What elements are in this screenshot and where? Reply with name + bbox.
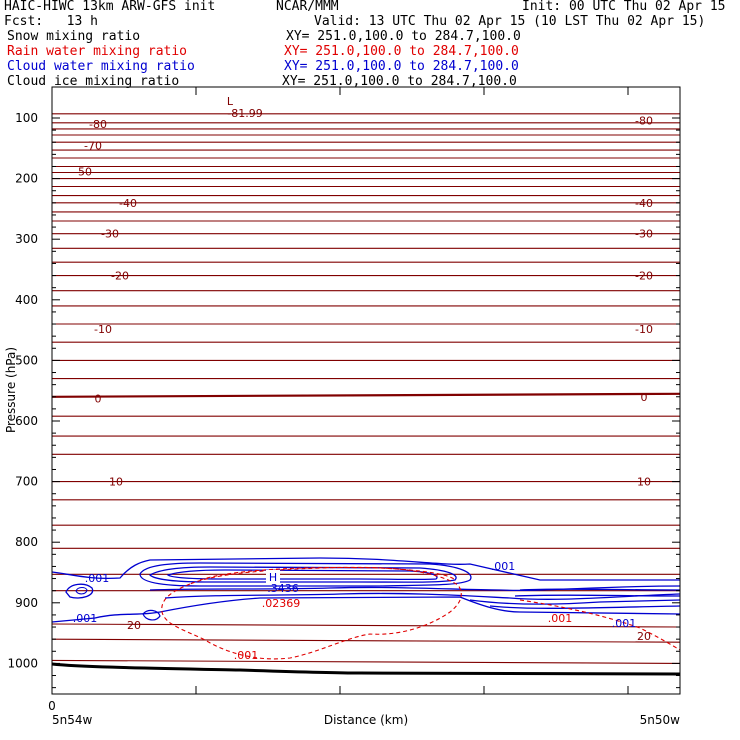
temperature-label-right: -20 <box>635 270 653 283</box>
terrain-line <box>51 662 681 676</box>
valid-time: Valid: 13 UTC Thu 02 Apr 15 (10 LST Thu … <box>314 14 706 29</box>
field-cloudice-xy: XY= 251.0,100.0 to 284.7,100.0 <box>282 74 517 89</box>
temperature-labels: -80 -70 -50 -40 -30 -20 -10 0 10 20 -80 -40 -30 -20 -1… <box>74 114 653 643</box>
y-tick-label: 800 <box>15 535 38 549</box>
annotation-box <box>223 94 237 108</box>
y-tick-label: 100 <box>15 111 38 125</box>
field-cloudice-name: Cloud ice mixing ratio <box>7 74 180 89</box>
cloud-contour-core-1 <box>139 562 472 587</box>
field-snow-xy: XY= 251.0,100.0 to 284.7,100.0 <box>286 29 521 44</box>
field-rain-xy: XY= 251.0,100.0 to 284.7,100.0 <box>284 44 519 59</box>
temperature-label-right: 10 <box>637 476 651 489</box>
cloud-contour-core-2 <box>148 566 457 583</box>
temperature-label-left: -80 <box>89 118 107 131</box>
field-cloudwater-xy: XY= 251.0,100.0 to 284.7,100.0 <box>284 59 519 74</box>
contour-annotation: .001 <box>234 649 259 662</box>
plot-axes <box>51 86 681 695</box>
rain-contour-002 <box>199 566 456 581</box>
temperature-label-left: -40 <box>119 197 137 210</box>
temperature-label-left: -10 <box>94 323 112 336</box>
temperature-contour <box>51 638 681 643</box>
temperature-label-left: -30 <box>101 228 119 241</box>
contour-annotation: H <box>269 571 277 584</box>
temperature-label-left: -70 <box>84 139 102 152</box>
y-tick-label: 400 <box>15 293 38 307</box>
field-cloudwater-name: Cloud water mixing ratio <box>7 59 195 74</box>
cloud-contour-lower <box>51 596 681 623</box>
temperature-contours <box>51 113 681 664</box>
cloud-contour-eddy-inner <box>75 586 88 595</box>
temperature-label-left: 0 <box>95 393 102 406</box>
x-axis-label: Distance (km) <box>324 713 408 727</box>
field-snow-name: Snow mixing ratio <box>7 29 141 44</box>
cloud-contour-eddy <box>65 583 94 599</box>
annotation-box <box>266 570 280 584</box>
contour-annotations: L-81.99 H.3436 .02369 .001 .001 .001 .001 .001.… <box>73 94 637 662</box>
cloud-contour-band-4 <box>489 605 681 609</box>
cloud-contour-outer <box>51 557 680 581</box>
cloud-contour-right-2 <box>514 594 681 597</box>
contour-annotation: .001 <box>85 572 110 585</box>
temperature-label-right: -80 <box>635 114 653 127</box>
contour-annotation: .3436 <box>267 582 299 595</box>
temperature-label-left: -50 <box>74 165 92 178</box>
temperature-label-right: 20 <box>637 630 651 643</box>
temperature-label-left: -20 <box>111 270 129 283</box>
y-tick-label: 500 <box>15 353 38 367</box>
temperature-contour <box>51 659 681 664</box>
y-tick-label: 700 <box>15 475 38 489</box>
y-tick-label: 300 <box>15 232 38 246</box>
contour-annotation: L <box>227 95 234 108</box>
plot-frame <box>51 86 681 695</box>
cloud-contour-right <box>519 588 681 591</box>
y-tick-label: 200 <box>15 172 38 186</box>
cloud-contour-band-3 <box>469 599 681 605</box>
temperature-contour <box>51 392 681 398</box>
temperature-label-right: 0 <box>641 391 648 404</box>
init-time: Init: 00 UTC Thu 02 Apr 15 <box>522 0 726 14</box>
plot-title: HAIC-HIWC 13km ARW-GFS init <box>4 0 216 14</box>
temperature-label-right: -40 <box>635 197 653 210</box>
temperature-contour <box>51 623 681 628</box>
temperature-label-right: -10 <box>635 323 653 336</box>
cloud-water-contours <box>51 557 681 623</box>
x-tick-label-0: 0 <box>48 699 56 713</box>
contour-annotation: -81.99 <box>227 107 262 120</box>
rain-contour-001 <box>161 566 462 660</box>
contour-annotation: .001 <box>73 612 98 625</box>
rain-water-contours <box>161 566 681 660</box>
field-rain-name: Rain water mixing ratio <box>7 44 188 59</box>
temperature-label-right: -30 <box>635 228 653 241</box>
contour-annotation: .001 <box>491 560 516 573</box>
rain-contour-right <box>519 599 681 651</box>
forecast-hour: Fcst: 13 h <box>4 14 98 29</box>
cloud-contour-small <box>142 609 161 621</box>
contour-annotation: .001 <box>612 617 637 630</box>
cloud-contour-band-2 <box>164 592 681 600</box>
contour-annotation: .02369 <box>262 597 301 610</box>
contour-annotation: .001 <box>548 612 573 625</box>
center-label: NCAR/MMM <box>276 0 339 14</box>
y-axis-label: Pressure (hPa) <box>4 347 18 433</box>
x-end-label-right: 5n50w <box>640 713 681 727</box>
temperature-label-left: 20 <box>127 619 141 632</box>
temperature-label-left: 10 <box>109 476 123 489</box>
y-tick-label: 600 <box>15 414 38 428</box>
x-end-label-left: 5n54w <box>52 713 93 727</box>
y-tick-label: 900 <box>15 596 38 610</box>
y-tick-label: 1000 <box>7 656 38 670</box>
